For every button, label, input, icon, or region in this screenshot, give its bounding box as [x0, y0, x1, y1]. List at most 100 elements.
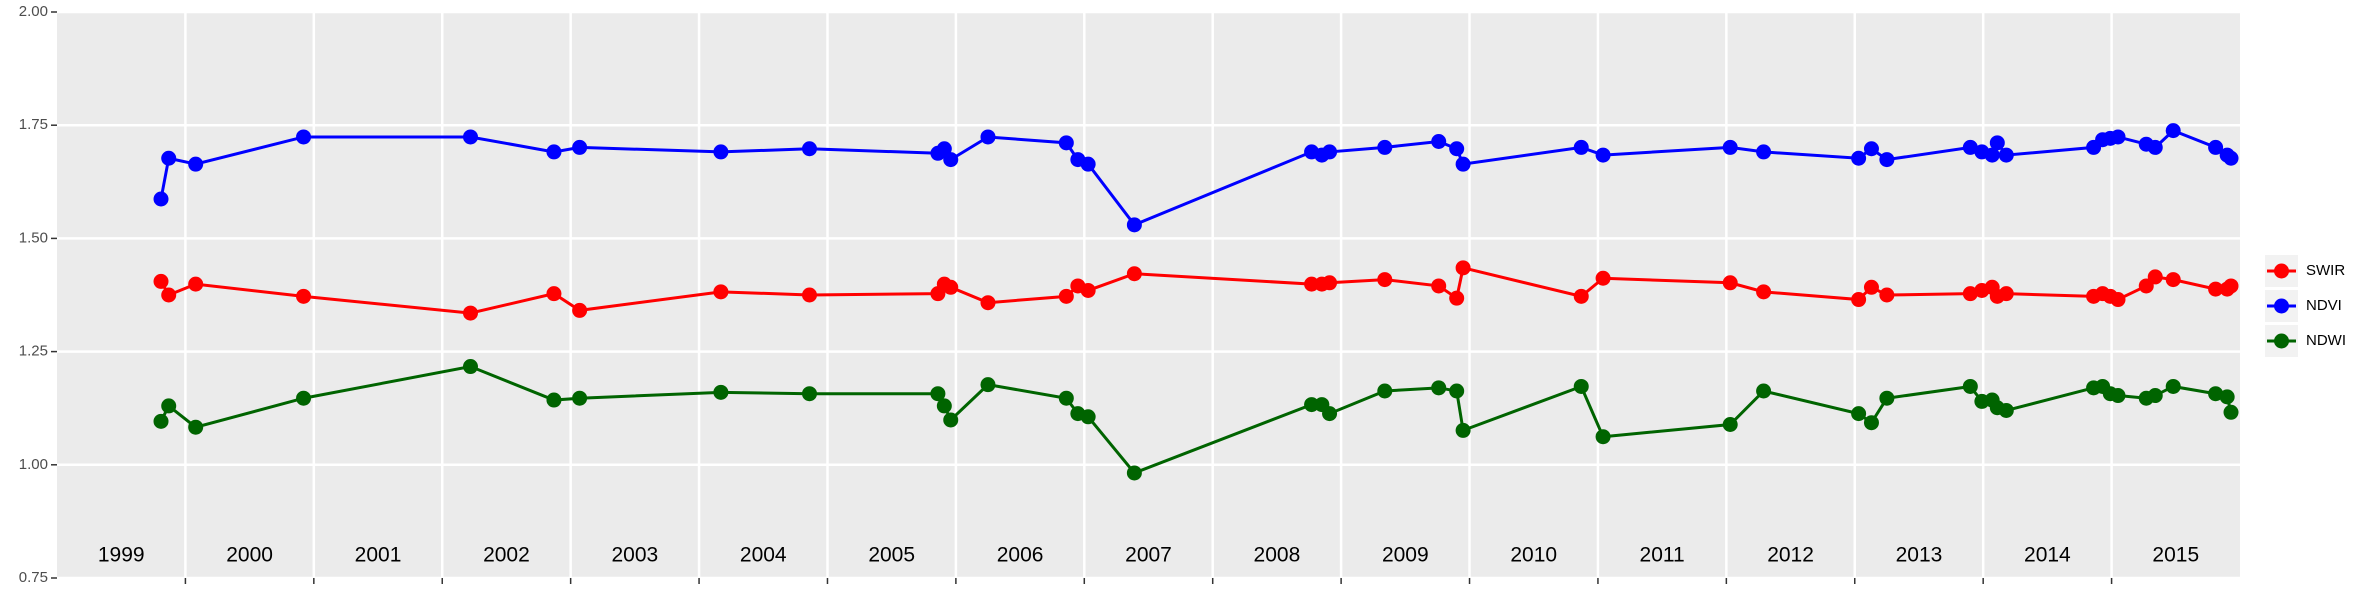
legend-point [2274, 298, 2289, 314]
data-point [188, 156, 204, 172]
data-point [943, 279, 959, 295]
data-point [2147, 139, 2163, 155]
data-point [1058, 390, 1074, 406]
data-point [1058, 135, 1074, 151]
data-point [1455, 422, 1471, 438]
data-point [1455, 156, 1471, 172]
data-point [161, 287, 177, 303]
data-point [1756, 383, 1772, 399]
data-point [713, 284, 729, 300]
data-point [1377, 383, 1393, 399]
data-point [1431, 278, 1447, 294]
year-label: 2005 [868, 544, 915, 567]
data-point [1431, 380, 1447, 396]
data-point [1722, 417, 1738, 433]
year-label: 2006 [997, 544, 1044, 567]
year-label: 2003 [611, 544, 658, 567]
data-point [2223, 404, 2239, 420]
data-point [1989, 135, 2005, 151]
data-point [153, 273, 169, 289]
data-point [1080, 409, 1096, 425]
data-point [2165, 378, 2181, 394]
data-point [1126, 217, 1142, 233]
data-point [161, 398, 177, 414]
data-point [2223, 278, 2239, 294]
data-point [980, 377, 996, 393]
y-tick-label: 2.00 [19, 3, 48, 20]
data-point [930, 386, 946, 402]
y-tick-label: 1.00 [19, 456, 48, 473]
data-point [1377, 272, 1393, 288]
data-point [1879, 287, 1895, 303]
data-point [1851, 292, 1867, 308]
data-point [1998, 402, 2014, 418]
data-point [2110, 388, 2126, 404]
data-point [1449, 141, 1465, 157]
data-point [1449, 290, 1465, 306]
data-point [296, 129, 312, 145]
data-point [801, 386, 817, 402]
y-tick-label: 0.75 [19, 569, 48, 586]
year-label: 2012 [1767, 544, 1814, 567]
year-label: 2013 [1896, 544, 1943, 567]
year-label: 2004 [740, 544, 787, 567]
year-label: 2015 [2152, 544, 2199, 567]
data-point [572, 139, 588, 155]
data-point [1058, 288, 1074, 304]
data-point [1455, 260, 1471, 276]
year-label: 2011 [1640, 544, 1685, 567]
data-point [1851, 150, 1867, 166]
data-point [1080, 282, 1096, 298]
data-point [713, 384, 729, 400]
data-point [936, 398, 952, 414]
year-label: 2009 [1382, 544, 1429, 567]
data-point [980, 129, 996, 145]
data-point [1756, 144, 1772, 160]
data-point [546, 392, 562, 408]
data-point [1962, 139, 1978, 155]
year-label: 2014 [2024, 544, 2071, 567]
y-tick-label: 1.50 [19, 229, 48, 246]
y-tick-label: 1.75 [19, 116, 48, 133]
data-point [1573, 288, 1589, 304]
legend-label: NDVI [2306, 297, 2342, 314]
data-point [943, 412, 959, 428]
data-point [2165, 272, 2181, 288]
data-point [1756, 284, 1772, 300]
data-point [462, 359, 478, 375]
legend-label: NDWI [2306, 332, 2346, 349]
year-label: 2007 [1125, 544, 1172, 567]
year-label: 2002 [483, 544, 530, 567]
data-point [1080, 156, 1096, 172]
data-point [2219, 389, 2235, 405]
data-point [462, 305, 478, 321]
data-point [153, 413, 169, 429]
data-point [980, 295, 996, 311]
data-point [1722, 275, 1738, 291]
y-tick-label: 1.25 [19, 343, 48, 360]
data-point [1879, 152, 1895, 168]
data-point [1863, 141, 1879, 157]
data-point [1304, 397, 1320, 413]
data-point [1304, 276, 1320, 292]
data-point [1595, 270, 1611, 286]
data-point [2165, 123, 2181, 139]
data-point [1984, 147, 2000, 163]
year-label: 1999 [98, 544, 145, 567]
data-point [713, 144, 729, 160]
data-point [1595, 429, 1611, 445]
data-point [1863, 279, 1879, 295]
year-label: 2000 [226, 544, 273, 567]
data-point [1962, 378, 1978, 394]
data-point [1962, 286, 1978, 302]
data-point [462, 129, 478, 145]
data-point [1998, 147, 2014, 163]
data-point [546, 144, 562, 160]
data-point [801, 287, 817, 303]
data-point [572, 302, 588, 318]
plot-panel [57, 12, 2240, 578]
data-point [1322, 406, 1338, 422]
data-point [2223, 150, 2239, 166]
data-point [1879, 390, 1895, 406]
data-point [2110, 129, 2126, 145]
